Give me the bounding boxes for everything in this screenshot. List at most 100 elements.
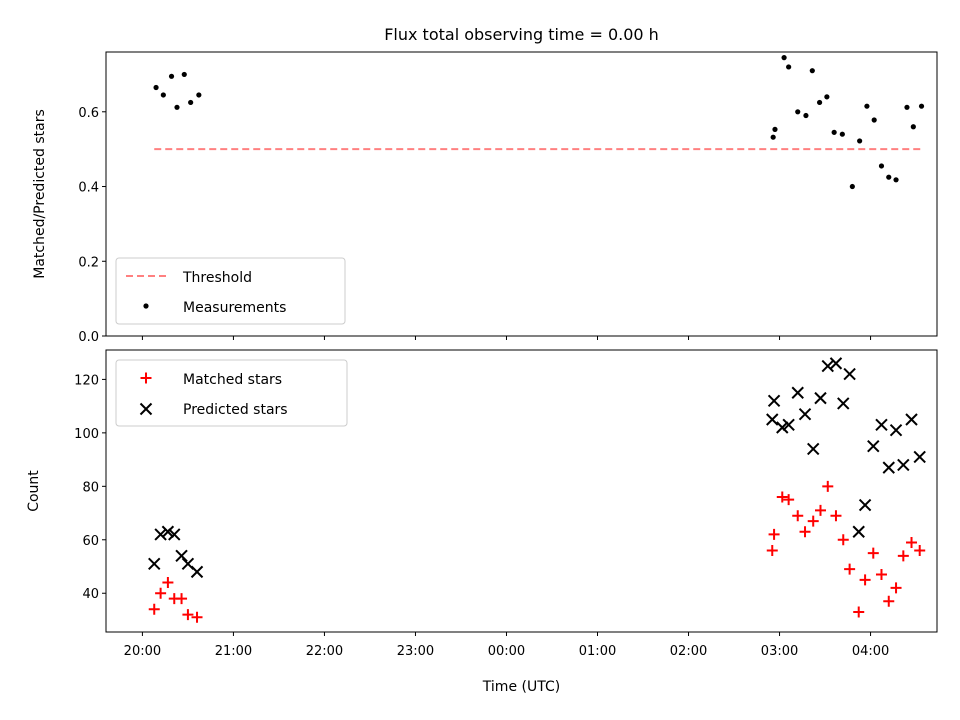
predicted-point <box>867 440 880 453</box>
x-tick-label: 21:00 <box>215 644 252 659</box>
measurement-point <box>893 177 899 183</box>
matched-point <box>162 577 174 589</box>
matched-point <box>844 563 856 575</box>
matched-point <box>906 536 918 548</box>
measurement-point <box>864 103 870 109</box>
predicted-point <box>148 557 161 571</box>
predicted-point <box>905 413 918 426</box>
measurement-point <box>904 104 910 110</box>
measurement-point <box>809 68 815 74</box>
matched-point <box>768 528 780 540</box>
predicted-point <box>829 357 843 370</box>
top-axes-ratio: 0.0 0.2 0.4 0.6 Matched/Predicted stars Thres… <box>32 51 938 345</box>
matched-point <box>837 534 849 546</box>
predicted-point <box>190 565 204 579</box>
measurement-point <box>886 174 892 180</box>
legend-matched-swatch <box>140 372 152 384</box>
matched-point <box>176 593 188 605</box>
predicted-point <box>882 461 895 474</box>
predicted-point <box>776 421 789 434</box>
legend-measurements-label: Measurements <box>183 300 286 316</box>
x-tick-label: 04:00 <box>852 644 889 659</box>
top-axes-frame <box>105 51 938 337</box>
matched-point <box>807 515 819 527</box>
measurement-point <box>824 94 830 100</box>
legend-predicted-label: Predicted stars <box>183 402 288 418</box>
x-axis-label: Time (UTC) <box>482 679 560 695</box>
legend-matched-label: Matched stars <box>183 372 282 388</box>
bottom-axes-frame <box>105 349 938 633</box>
matched-point <box>766 544 778 556</box>
matched-point <box>783 494 795 506</box>
matched-point <box>890 582 902 594</box>
matched-point <box>914 544 926 556</box>
legend-frame <box>115 359 348 427</box>
predicted-point <box>858 498 872 512</box>
measurement-point <box>188 99 194 106</box>
measurement-point <box>196 92 202 98</box>
x-tick-label: 03:00 <box>761 644 798 659</box>
measurement-point <box>772 126 778 132</box>
legend-measurements-swatch <box>143 303 149 309</box>
predicted-point <box>843 367 856 381</box>
matched-point <box>148 603 160 615</box>
measurement-point <box>803 112 809 119</box>
y-tick-label: 0.4 <box>78 181 99 196</box>
y-tick-label: 40 <box>82 587 99 602</box>
predicted-point <box>814 391 827 405</box>
matched-point <box>830 510 842 522</box>
legend-top: Threshold Measurements <box>115 257 346 325</box>
x-tick-label: 01:00 <box>579 644 616 659</box>
x-tick-label: 23:00 <box>397 644 434 659</box>
measurement-point <box>174 104 180 110</box>
predicted-point <box>161 525 175 538</box>
y-tick-label: 80 <box>82 480 99 495</box>
matched-point <box>155 587 167 599</box>
matched-point <box>792 510 804 522</box>
predicted-point <box>798 407 812 421</box>
legend-predicted-swatch <box>139 402 153 416</box>
measurement-point <box>160 92 166 98</box>
matched-point <box>776 491 788 503</box>
bottom-axes-counts: 40 60 80 100 120 20:00 21:00 22:00 23:00 00:00 01:… <box>26 349 938 695</box>
matched-point <box>859 574 871 586</box>
predicted-point <box>154 528 167 541</box>
measurement-point <box>770 134 776 140</box>
matched-point <box>182 609 194 621</box>
matched-point <box>897 550 909 562</box>
matched-point <box>799 526 811 538</box>
measurement-point <box>781 55 787 61</box>
predicted-point <box>889 423 903 437</box>
predicted-point <box>168 528 181 541</box>
measurement-point <box>168 73 175 79</box>
matched-point <box>883 595 895 607</box>
legend-frame <box>115 257 346 325</box>
x-tick-label: 22:00 <box>306 644 343 659</box>
measurement-point <box>918 103 925 109</box>
chart-title: Flux total observing time = 0.00 h <box>384 25 659 44</box>
measurement-point <box>910 124 916 130</box>
measurement-point <box>181 71 187 78</box>
x-tick-label: 02:00 <box>670 644 707 659</box>
y-tick-label: 100 <box>74 427 99 442</box>
matched-point <box>875 569 887 581</box>
predicted-point <box>766 413 779 426</box>
predicted-point <box>875 418 888 432</box>
predicted-point <box>782 418 795 432</box>
x-tick-label: 00:00 <box>488 644 525 659</box>
predicted-point <box>175 549 188 563</box>
measurement-point <box>878 163 885 169</box>
y-tick-label: 0.6 <box>78 106 99 121</box>
predicted-point <box>791 386 804 399</box>
y-axis-label: Count <box>26 470 42 512</box>
measurement-point <box>871 117 877 123</box>
predicted-point <box>852 525 865 538</box>
x-tick-label: 20:00 <box>124 644 161 659</box>
y-axis-label: Matched/Predicted stars <box>32 109 48 279</box>
predicted-point <box>807 442 820 456</box>
measurement-point <box>849 183 855 190</box>
legend-bottom: Matched stars Predicted stars <box>115 359 348 427</box>
matched-point <box>822 480 834 492</box>
matched-point <box>191 611 203 623</box>
